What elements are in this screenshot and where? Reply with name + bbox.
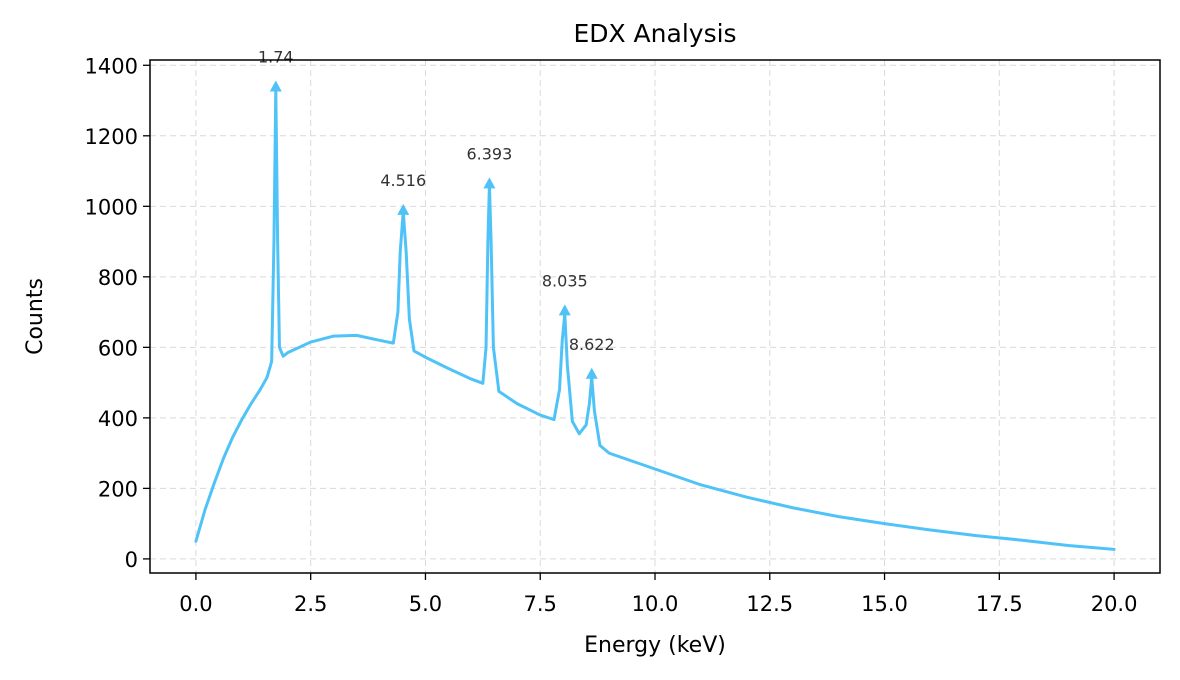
x-tick-label: 2.5 <box>294 592 327 616</box>
grid <box>150 60 1160 573</box>
peak-label: 8.035 <box>542 271 588 290</box>
axis-ticks: 0.0 2.5 5.0 7.5 10.0 12.5 15.0 17.5 20.0 0 200 400 6… <box>85 54 1138 616</box>
chart-title: EDX Analysis <box>573 19 736 48</box>
x-tick-label: 20.0 <box>1091 592 1138 616</box>
y-tick-label: 200 <box>98 477 138 501</box>
peak-marker <box>397 203 410 215</box>
y-tick-label: 400 <box>98 407 138 431</box>
x-tick-label: 7.5 <box>524 592 557 616</box>
x-tick-label: 12.5 <box>746 592 793 616</box>
x-tick-label: 0.0 <box>179 592 212 616</box>
spectrum-line <box>194 88 1116 551</box>
peak-label: 8.622 <box>569 335 615 354</box>
y-tick-label: 0 <box>125 548 138 572</box>
y-tick-label: 1200 <box>85 125 138 149</box>
peak-marker <box>269 80 282 92</box>
y-tick-label: 800 <box>98 266 138 290</box>
peak-label: 6.393 <box>466 144 512 163</box>
peak-label: 4.516 <box>380 171 426 190</box>
y-tick-label: 1000 <box>85 195 138 219</box>
peak-marker <box>585 367 598 379</box>
x-tick-label: 17.5 <box>976 592 1023 616</box>
y-tick-label: 1400 <box>85 54 138 78</box>
x-tick-label: 10.0 <box>632 592 679 616</box>
data-layer <box>194 88 1116 551</box>
x-tick-label: 5.0 <box>409 592 442 616</box>
y-axis-label: Counts <box>23 278 48 355</box>
peak-marker <box>483 177 496 189</box>
x-axis-label: Energy (keV) <box>584 633 726 658</box>
y-tick-label: 600 <box>98 336 138 360</box>
peak-markers: 1.74 4.516 6.393 8.035 8.622 <box>258 47 615 379</box>
x-tick-label: 15.0 <box>861 592 908 616</box>
peak-label: 1.74 <box>258 47 294 66</box>
peak-marker <box>558 304 571 316</box>
